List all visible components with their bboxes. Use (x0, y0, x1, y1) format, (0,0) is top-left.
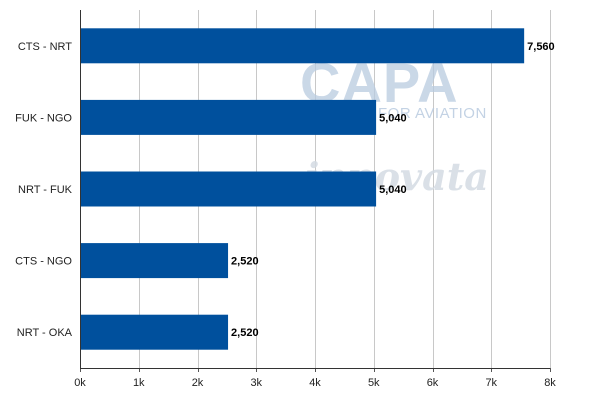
x-tick-label-1: 1k (133, 377, 145, 389)
x-tick-label-2: 2k (192, 377, 204, 389)
x-tick-label-7: 7k (485, 377, 497, 389)
category-label-2: NRT - FUK (18, 184, 73, 196)
x-tick-label-4: 4k (309, 377, 321, 389)
bar-2 (81, 171, 377, 207)
bar-1 (81, 99, 377, 135)
data-label-4: 2,520 (231, 327, 259, 339)
x-tick-label-0: 0k (74, 377, 86, 389)
capa-subtitle-watermark: FOR AVIATION (378, 105, 487, 122)
x-tick-label-3: 3k (250, 377, 262, 389)
data-label-2: 5,040 (379, 184, 407, 196)
data-label-0: 7,560 (527, 41, 555, 53)
bar-4 (81, 314, 229, 350)
bar-layer: 7,560 5,040 5,040 2,520 2,520 (81, 28, 555, 350)
bar-0 (81, 28, 525, 64)
category-label-0: CTS - NRT (18, 41, 72, 53)
data-label-3: 2,520 (231, 256, 259, 268)
category-label-1: FUK - NGO (15, 112, 72, 124)
x-tick-label-5: 5k (368, 377, 380, 389)
axis-layer: 0k 1k 2k 3k 4k 5k 6k 7k 8k CTS - NRT FUK - NGO NRT … (15, 10, 556, 389)
category-label-4: NRT - OKA (17, 327, 73, 339)
bar-3 (81, 243, 229, 279)
category-label-3: CTS - NGO (15, 256, 72, 268)
x-tick-label-8: 8k (544, 377, 556, 389)
data-label-1: 5,040 (379, 112, 407, 124)
x-tick-label-6: 6k (427, 377, 439, 389)
